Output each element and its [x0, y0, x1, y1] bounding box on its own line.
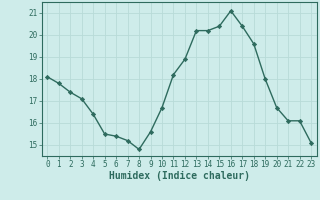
X-axis label: Humidex (Indice chaleur): Humidex (Indice chaleur) — [109, 171, 250, 181]
